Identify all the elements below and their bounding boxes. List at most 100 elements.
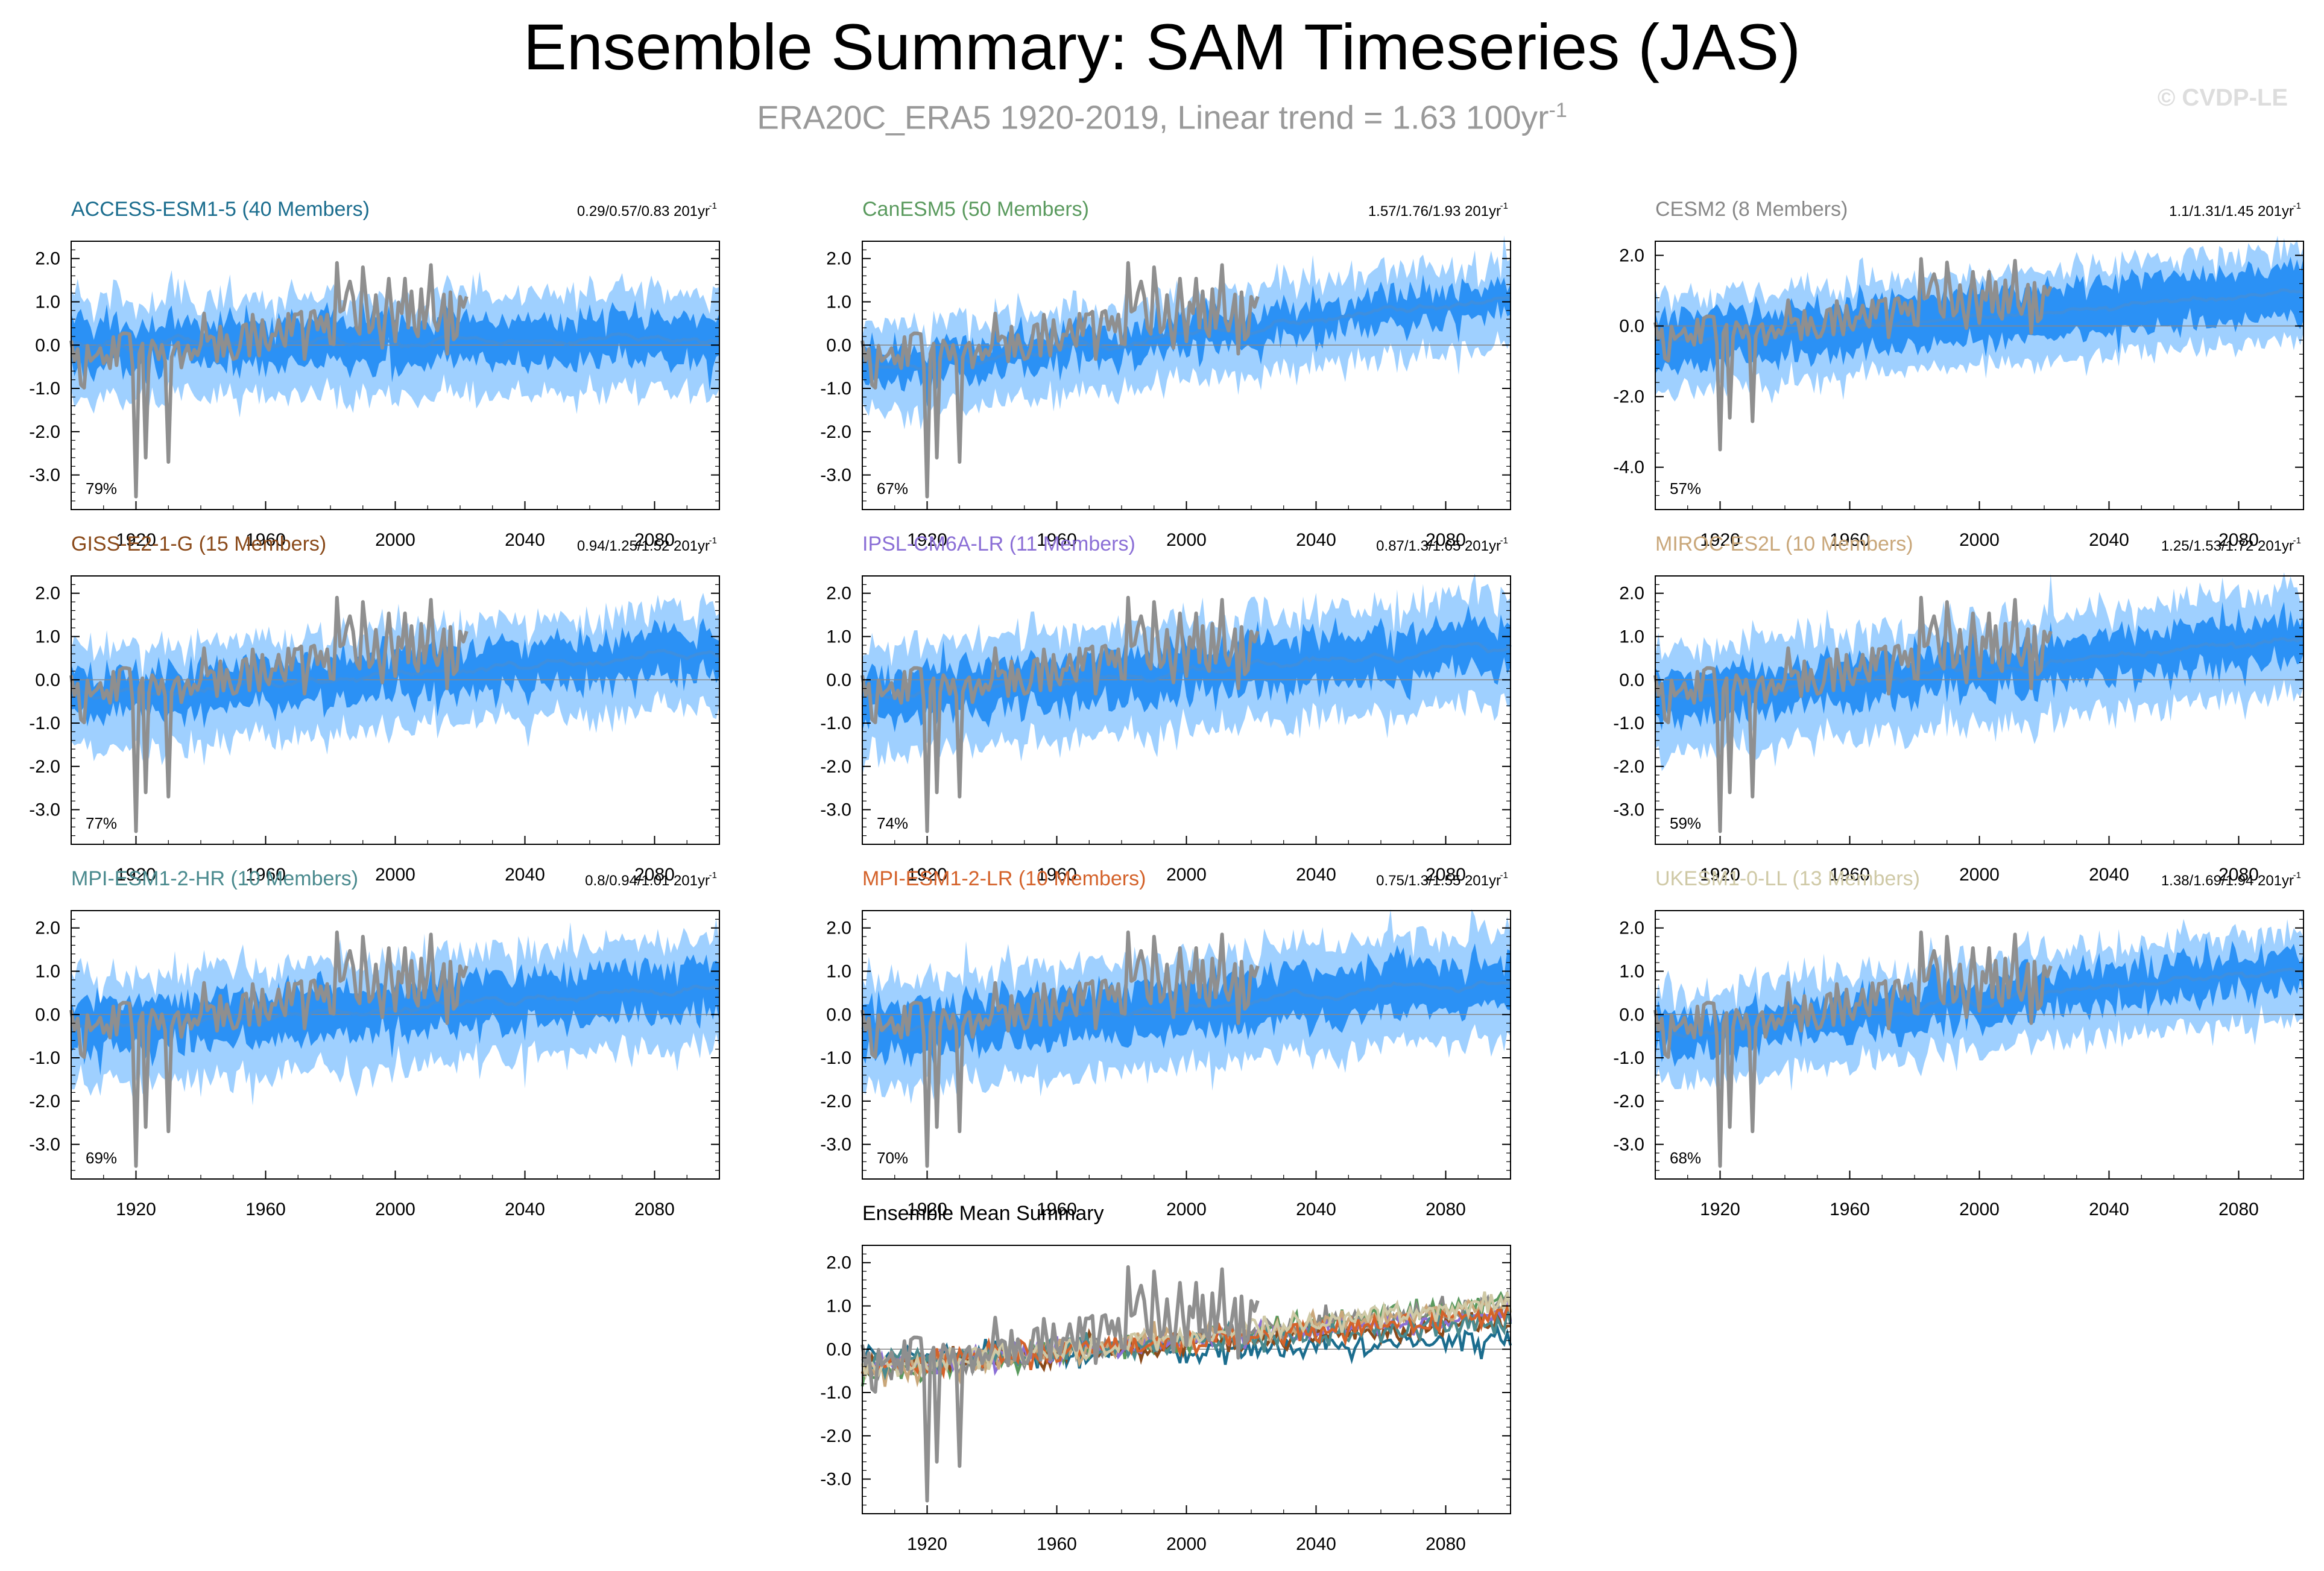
x-tick-label: 2000 [1166,530,1207,550]
y-tick-label: 2.0 [1619,918,1644,938]
panel-trend-sup: -1 [1500,536,1508,546]
x-tick-label: 1920 [907,865,947,885]
panel-trend-label: 0.29/0.57/0.83 201yr [577,203,710,220]
observed-series-line [69,930,469,1168]
x-tick-label: 2040 [505,530,545,550]
chart-panel-9: UKESM1-0-LL (13 Members) 1.38/1.69/1.94 2… [1613,867,2304,1219]
x-tick-label: 1920 [116,865,156,885]
observed-series-line [1653,257,2053,452]
y-tick-label: 2.0 [826,249,851,269]
page-title: Ensemble Summary: SAM Timeseries (JAS) [523,10,1801,83]
x-tick-label: 2000 [1959,530,2000,550]
x-tick-label: 2080 [2218,1200,2259,1219]
y-tick-label: -2.0 [29,757,60,777]
x-tick-label: 1960 [1037,1534,1077,1554]
y-tick-label: 1.0 [1619,627,1644,646]
x-tick-label: 2040 [1296,1200,1336,1219]
subtitle-text: ERA20C_ERA5 1920-2019, Linear trend = 1.… [757,98,1549,136]
x-tick-label: 1920 [907,1534,947,1554]
panel-title: CanESM5 (50 Members) [862,198,1089,221]
x-tick-label: 2080 [1426,865,1466,885]
panel-percent-label: 79% [86,479,117,498]
y-tick-label: -1.0 [29,379,60,399]
y-tick-label: 0.0 [1619,670,1644,690]
panel-trend-sup: -1 [1500,870,1508,880]
y-tick-label: 0.0 [35,670,60,690]
panel-trend-sup: -1 [2293,201,2301,211]
y-tick-label: 0.0 [826,1339,851,1359]
y-tick-label: 2.0 [35,249,60,269]
y-tick-label: -1.0 [29,1048,60,1068]
x-tick-label: 2080 [1426,530,1466,550]
y-tick-label: 1.0 [35,627,60,646]
x-tick-label: 1920 [1700,1200,1740,1219]
y-tick-label: -2.0 [820,1092,851,1111]
y-tick-label: -1.0 [820,1048,851,1068]
x-tick-label: 1960 [1830,865,1870,885]
observed-series-line [69,261,469,499]
y-tick-label: 2.0 [1619,245,1644,265]
x-tick-label: 2000 [1166,1534,1207,1554]
y-tick-label: 1.0 [826,292,851,312]
panel-title: GISS-E2-1-G (15 Members) [71,533,326,555]
panel-percent-label: 59% [1670,814,1701,832]
x-tick-label: 1920 [116,530,156,550]
panel-title: MPI-ESM1-2-LR (10 Members) [862,867,1146,890]
chart-panel-1: ACCESS-ESM1-5 (40 Members) 0.29/0.57/0.83… [29,198,720,550]
x-tick-label: 2000 [1959,865,2000,885]
y-tick-label: 2.0 [826,918,851,938]
y-tick-label: 2.0 [826,1253,851,1273]
panel-trend-sup: -1 [1500,201,1508,211]
x-tick-label: 1960 [1830,1200,1870,1219]
y-tick-label: -2.0 [1613,387,1644,407]
y-tick-label: 2.0 [826,584,851,604]
y-tick-label: 0.0 [1619,317,1644,337]
observed-series-line [1653,930,2053,1168]
x-tick-label: 2040 [1296,530,1336,550]
x-tick-label: 2040 [2089,865,2129,885]
y-tick-label: 0.0 [1619,1005,1644,1025]
observed-series-line [860,595,1260,833]
chart-panel-10: Ensemble Mean Summary 2.0 1.0 0.0 -1.0 -2.0 -3… [820,1202,1512,1554]
x-tick-label: 2080 [634,1200,675,1219]
y-tick-label: -3.0 [29,1135,60,1155]
chart-panel-4: GISS-E2-1-G (15 Members) 0.94/1.25/1.52 2… [29,533,720,885]
panel-trend-label: 1.38/1.69/1.94 201yr [2161,873,2294,889]
y-tick-label: -2.0 [820,422,851,442]
x-tick-label: 2000 [1166,865,1207,885]
x-tick-label: 2000 [1166,1200,1207,1219]
x-tick-label: 2040 [505,1200,545,1219]
y-tick-label: -3.0 [29,800,60,820]
panel-title: IPSL-CM6A-LR (11 Members) [862,533,1135,555]
y-tick-label: -3.0 [820,1470,851,1490]
panel-trend-sup: -1 [2293,870,2301,880]
x-tick-label: 2040 [1296,1534,1336,1554]
y-tick-label: 0.0 [35,1005,60,1025]
x-tick-label: 1960 [245,1200,286,1219]
y-tick-label: -2.0 [1613,1092,1644,1111]
y-tick-label: 0.0 [826,335,851,355]
x-tick-label: 2080 [1426,1534,1466,1554]
y-tick-label: -3.0 [1613,1135,1644,1155]
x-tick-label: 2080 [2218,530,2259,550]
y-tick-label: 1.0 [35,292,60,312]
x-tick-label: 2080 [1426,1200,1466,1219]
y-tick-label: 0.0 [35,335,60,355]
x-tick-label: 1960 [245,530,286,550]
panel-trend-label: 0.87/1.3/1.65 201yr [1376,538,1501,554]
observed-series-line [1653,595,2053,833]
panel-title: MPI-ESM1-2-HR (10 Members) [71,867,358,890]
y-tick-label: -2.0 [820,757,851,777]
chart-panel-8: MPI-ESM1-2-LR (10 Members) 0.75/1.3/1.55 … [820,867,1511,1219]
panel-title: ACCESS-ESM1-5 (40 Members) [71,198,370,221]
panel-trend-label: 1.1/1.31/1.45 201yr [2169,203,2294,220]
chart-panel-2: CanESM5 (50 Members) 1.57/1.76/1.93 201yr… [820,198,1512,550]
x-tick-label: 2080 [634,865,675,885]
x-tick-label: 1960 [1037,1200,1077,1219]
panel-trend-label: 1.25/1.53/1.72 201yr [2161,538,2294,554]
y-tick-label: -3.0 [820,466,851,485]
y-tick-label: 1.0 [826,961,851,981]
y-tick-label: 2.0 [35,918,60,938]
panel-percent-label: 77% [86,814,117,832]
